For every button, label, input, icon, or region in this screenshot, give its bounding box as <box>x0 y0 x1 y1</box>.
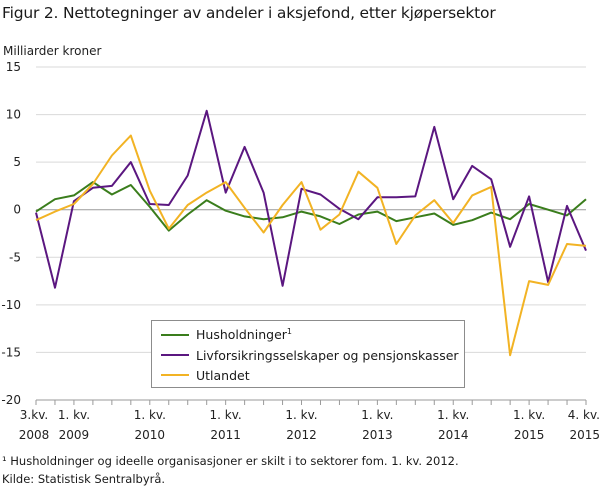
legend: Husholdninger1 Livforsikringsselskaper o… <box>151 320 465 388</box>
x-tick-label: 2014 <box>438 428 469 442</box>
x-tick-label: 2015 <box>569 428 600 442</box>
y-tick-label: -20 <box>1 393 21 407</box>
x-tick-label: 2008 <box>19 428 50 442</box>
x-tick-label: 1. kv. <box>513 408 545 422</box>
series-line-2 <box>35 134 587 357</box>
x-tick-label: 2011 <box>210 428 241 442</box>
x-tick-label: 2010 <box>135 428 166 442</box>
legend-label: Utlandet <box>196 367 250 383</box>
x-tick-label: 1. kv. <box>134 408 166 422</box>
x-tick-label: 1. kv. <box>210 408 242 422</box>
legend-swatch <box>161 374 189 376</box>
x-tick-label: 2012 <box>286 428 317 442</box>
legend-item-husholdninger: Husholdninger1 <box>152 325 464 345</box>
legend-swatch <box>161 354 189 356</box>
chart-title: Figur 2. Nettotegninger av andeler i aks… <box>2 4 496 22</box>
x-axis: 3.kv. 2008 1. kv. 2009 1. kv. 2010 1. kv. 2011 1… <box>19 399 600 442</box>
y-tick-label: 0 <box>13 203 21 217</box>
x-tick-label: 3.kv. <box>20 408 48 422</box>
line-chart: 15 10 5 0 -5 -10 -15 -20 3.kv. 2008 1. kv. 2009 1. … <box>1 44 600 442</box>
series-line-1 <box>35 109 587 289</box>
x-tick-label: 1. kv. <box>361 408 393 422</box>
y-axis: 15 10 5 0 -5 -10 -15 -20 <box>1 60 21 407</box>
footnote: ¹ Husholdninger og ideelle organisasjone… <box>2 454 459 468</box>
legend-item-utlandet: Utlandet <box>152 365 464 385</box>
x-tick-label: 1. kv. <box>285 408 317 422</box>
y-tick-label: 15 <box>6 60 21 74</box>
x-tick-label: 1. kv. <box>58 408 90 422</box>
legend-label: Livforsikringsselskaper og pensjonskasse… <box>196 347 459 363</box>
series-lines <box>35 109 587 357</box>
y-tick-label: 10 <box>6 108 21 122</box>
y-tick-label: 5 <box>13 155 21 169</box>
y-axis-label: Milliarder kroner <box>3 44 101 58</box>
x-tick-label: 2015 <box>514 428 545 442</box>
x-tick-label: 2013 <box>362 428 393 442</box>
y-tick-label: -15 <box>1 345 21 359</box>
y-tick-label: -10 <box>1 298 21 312</box>
legend-item-livforsikring: Livforsikringsselskaper og pensjonskasse… <box>152 345 464 365</box>
legend-swatch <box>161 334 189 336</box>
x-tick-label: 1. kv. <box>437 408 469 422</box>
x-tick-label: 4. kv. <box>568 408 600 422</box>
source-note: Kilde: Statistisk Sentralbyrå. <box>2 472 166 486</box>
x-tick-label: 2009 <box>59 428 90 442</box>
y-tick-label: -5 <box>9 250 21 264</box>
legend-label: Husholdninger1 <box>196 327 292 343</box>
